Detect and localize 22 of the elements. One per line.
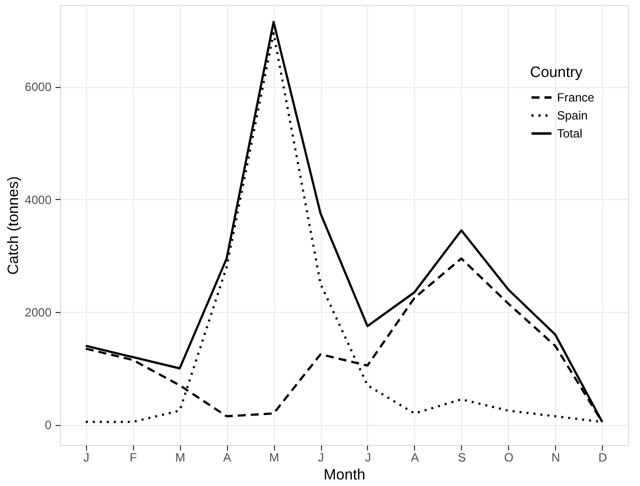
x-tick-label: J <box>83 450 90 464</box>
legend-label: Spain <box>557 108 588 122</box>
x-axis-title: Month <box>324 466 366 484</box>
x-tick-label: N <box>551 450 560 464</box>
x-tick-label: J <box>318 450 324 464</box>
x-tick-label: M <box>175 450 186 464</box>
y-tick-label: 4000 <box>24 192 52 207</box>
legend-title: Country <box>530 64 584 81</box>
x-tick-label: D <box>598 450 608 464</box>
legend-label: France <box>557 90 595 104</box>
y-tick-label: 6000 <box>24 80 52 94</box>
y-axis-title: Catch (tonnes) <box>4 176 22 275</box>
y-tick-label: 2000 <box>24 306 52 320</box>
x-tick-label: F <box>130 450 137 464</box>
x-tick-label: S <box>458 450 466 464</box>
x-tick-label: O <box>504 450 514 464</box>
legend-label: Total <box>557 126 582 140</box>
x-tick-label: M <box>269 450 280 464</box>
x-tick-label: A <box>223 450 232 464</box>
y-tick-label: 0 <box>44 418 52 432</box>
x-tick-label: A <box>410 450 419 464</box>
x-tick-label: J <box>364 450 371 464</box>
